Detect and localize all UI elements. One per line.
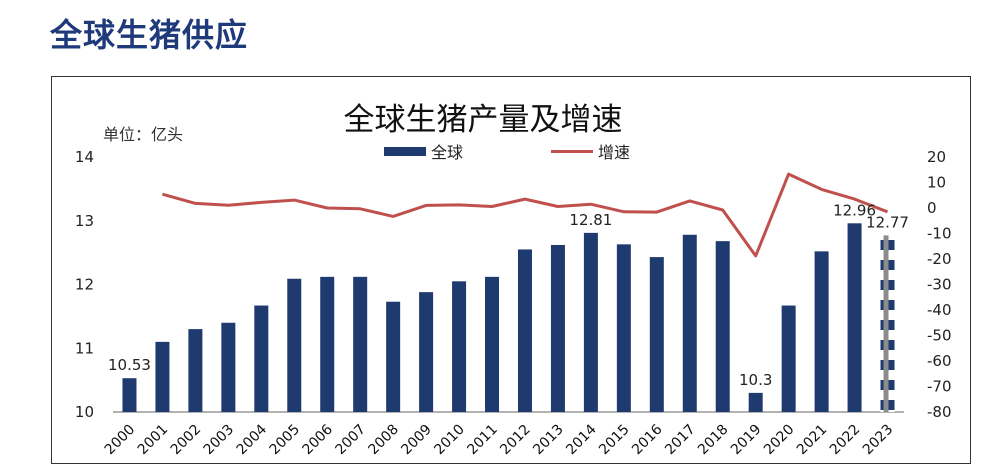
x-tick-2009: 2009 — [398, 422, 435, 459]
data-label-2023: 12.77 — [866, 213, 909, 231]
bar-2014 — [583, 232, 598, 412]
x-tick-2005: 2005 — [267, 422, 304, 459]
growth-line-layer — [161, 172, 889, 258]
y-right-tick--30: -30 — [927, 276, 952, 294]
x-tick-labels: 2000200120022003200420052006200720082009… — [102, 421, 897, 458]
legend-label-line: 增速 — [598, 143, 630, 162]
bar-2019 — [748, 392, 763, 412]
x-tick-2018: 2018 — [695, 422, 732, 459]
y-right-tick-20: 20 — [927, 148, 946, 166]
bars — [122, 223, 895, 412]
y-left-tick-14: 14 — [75, 148, 94, 166]
bar-2008 — [386, 301, 401, 412]
x-tick-2012: 2012 — [497, 422, 534, 459]
bar-2016 — [649, 257, 664, 412]
unit-label: 单位：亿头 — [103, 125, 183, 144]
x-tick-2015: 2015 — [596, 422, 633, 459]
x-tick-2008: 2008 — [365, 422, 402, 459]
bar-2000 — [122, 378, 137, 412]
x-tick-2006: 2006 — [300, 421, 337, 458]
x-tick-2022: 2022 — [827, 422, 864, 459]
legend-swatch-bar — [384, 147, 426, 156]
y-right-tick-10: 10 — [927, 174, 946, 192]
bar-2017 — [682, 234, 697, 412]
x-tick-2023: 2023 — [860, 422, 897, 459]
y-right-tick--80: -80 — [927, 403, 952, 421]
legend: 全球 增速 — [384, 143, 630, 162]
x-tick-2016: 2016 — [629, 421, 666, 458]
data-label-2022: 12.96 — [833, 201, 876, 219]
bar-2011 — [485, 276, 500, 412]
bar-2015 — [616, 244, 631, 412]
x-tick-2000: 2000 — [102, 422, 139, 459]
chart-title: 全球生猪产量及增速 — [344, 102, 623, 138]
legend-label-bar: 全球 — [431, 143, 463, 162]
y-right-tick-0: 0 — [927, 199, 937, 217]
bar-2006 — [320, 276, 335, 412]
y-tick-labels: 14 13 12 11 10 20 10 0 -10 -20 -30 -40 -50 -60 -70 -80 — [75, 148, 952, 421]
x-tick-2010: 2010 — [431, 422, 468, 459]
data-label-2000: 10.53 — [108, 356, 151, 374]
bar-2002 — [188, 329, 203, 412]
bar-2010 — [452, 281, 467, 412]
x-tick-2007: 2007 — [333, 422, 370, 459]
bar-2013 — [550, 244, 565, 412]
y-left-tick-13: 13 — [75, 212, 94, 230]
bar-projection-overlay — [883, 235, 889, 412]
x-tick-2019: 2019 — [728, 422, 765, 459]
y-left-tick-10: 10 — [75, 403, 94, 421]
bar-2005 — [287, 278, 302, 412]
x-tick-2003: 2003 — [201, 422, 238, 459]
y-left-tick-11: 11 — [75, 339, 94, 357]
bar-2003 — [221, 322, 236, 412]
x-tick-2021: 2021 — [794, 422, 831, 459]
x-tick-2001: 2001 — [135, 422, 172, 459]
y-right-tick--70: -70 — [927, 378, 952, 396]
x-tick-2020: 2020 — [761, 422, 798, 459]
bar-2012 — [517, 249, 532, 412]
growth-line — [161, 172, 889, 258]
bar-2009 — [419, 292, 434, 412]
data-label-2019: 10.3 — [739, 371, 772, 389]
x-tick-2014: 2014 — [563, 421, 600, 458]
y-right-tick--50: -50 — [927, 327, 952, 345]
x-tick-2011: 2011 — [464, 422, 501, 459]
x-tick-2017: 2017 — [662, 422, 699, 459]
data-label-2014: 12.81 — [569, 211, 612, 229]
y-right-tick--60: -60 — [927, 352, 952, 370]
bar-2001 — [155, 341, 170, 412]
bar-2020 — [781, 305, 796, 412]
page-title: 全球生猪供应 — [50, 16, 249, 54]
y-right-tick--20: -20 — [927, 250, 952, 268]
y-right-tick--40: -40 — [927, 301, 952, 319]
y-right-tick--10: -10 — [927, 225, 952, 243]
bar-2007 — [353, 276, 368, 412]
bar-2018 — [715, 241, 730, 412]
bar-2004 — [254, 305, 269, 412]
x-tick-2013: 2013 — [530, 422, 567, 459]
x-tick-2002: 2002 — [168, 422, 205, 459]
x-tick-2004: 2004 — [234, 421, 271, 458]
y-left-tick-12: 12 — [75, 276, 94, 294]
bar-2022 — [847, 223, 862, 412]
bar-2021 — [814, 251, 829, 412]
